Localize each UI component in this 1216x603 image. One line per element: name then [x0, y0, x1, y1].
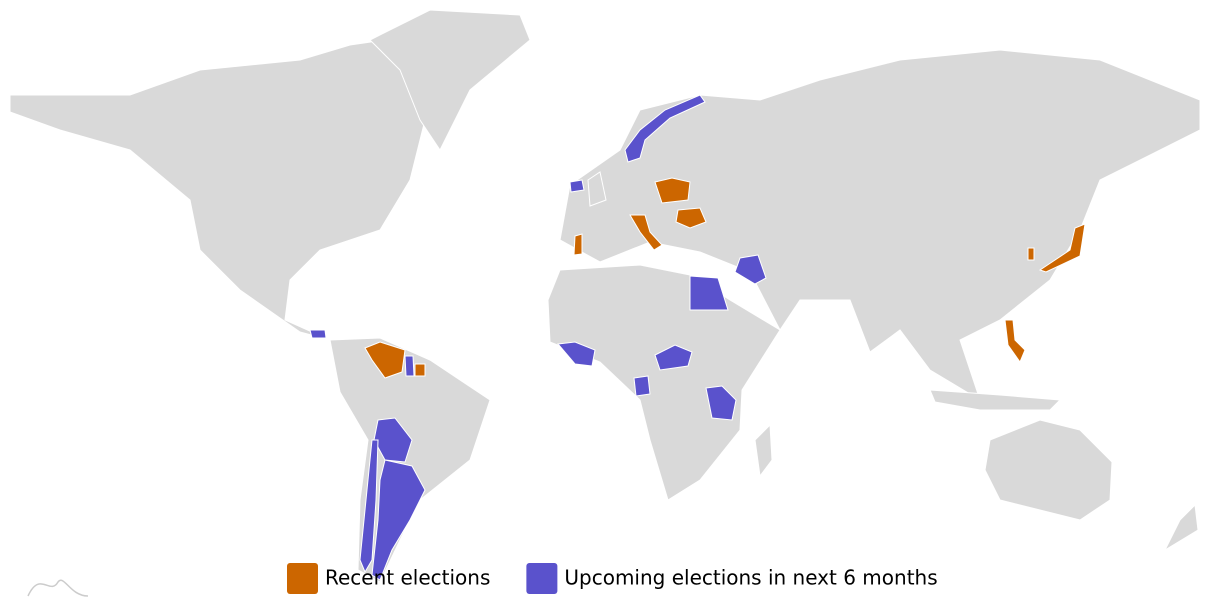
legend: Recent elections Upcoming elections in ne…: [287, 563, 938, 594]
eurasia: [559, 49, 1201, 402]
uk: [587, 171, 607, 207]
gabon: [633, 375, 651, 397]
ireland: [569, 179, 585, 193]
honduras: [309, 329, 327, 339]
ivory-coast: [557, 341, 596, 367]
japan: [1038, 223, 1086, 273]
philippines: [1004, 319, 1026, 364]
logo: [27, 579, 89, 597]
guyana: [404, 355, 415, 377]
madagascar: [754, 423, 773, 478]
north-america: [9, 34, 471, 341]
romania: [675, 207, 707, 229]
land: [9, 9, 1201, 583]
venezuela: [364, 341, 406, 379]
legend-label: Upcoming elections in next 6 months: [564, 566, 937, 590]
new-zealand: [1163, 503, 1199, 552]
chile: [359, 439, 379, 574]
korea: [1027, 247, 1035, 261]
poland: [654, 177, 691, 204]
norway: [624, 94, 706, 163]
greenland: [369, 9, 531, 151]
tanzania: [705, 385, 737, 421]
iraq: [734, 254, 767, 285]
legend-swatch: [526, 563, 558, 594]
legend-swatch: [287, 563, 318, 594]
suriname: [414, 363, 426, 377]
central-african-republic: [654, 344, 693, 371]
australia: [984, 419, 1113, 521]
argentina: [371, 459, 426, 581]
portugal: [573, 233, 583, 256]
highlighted-countries: [309, 94, 1086, 581]
italy: [629, 214, 663, 251]
africa: [547, 264, 781, 501]
egypt: [689, 275, 729, 311]
indonesia: [929, 389, 1062, 411]
legend-label: Recent elections: [325, 566, 490, 590]
